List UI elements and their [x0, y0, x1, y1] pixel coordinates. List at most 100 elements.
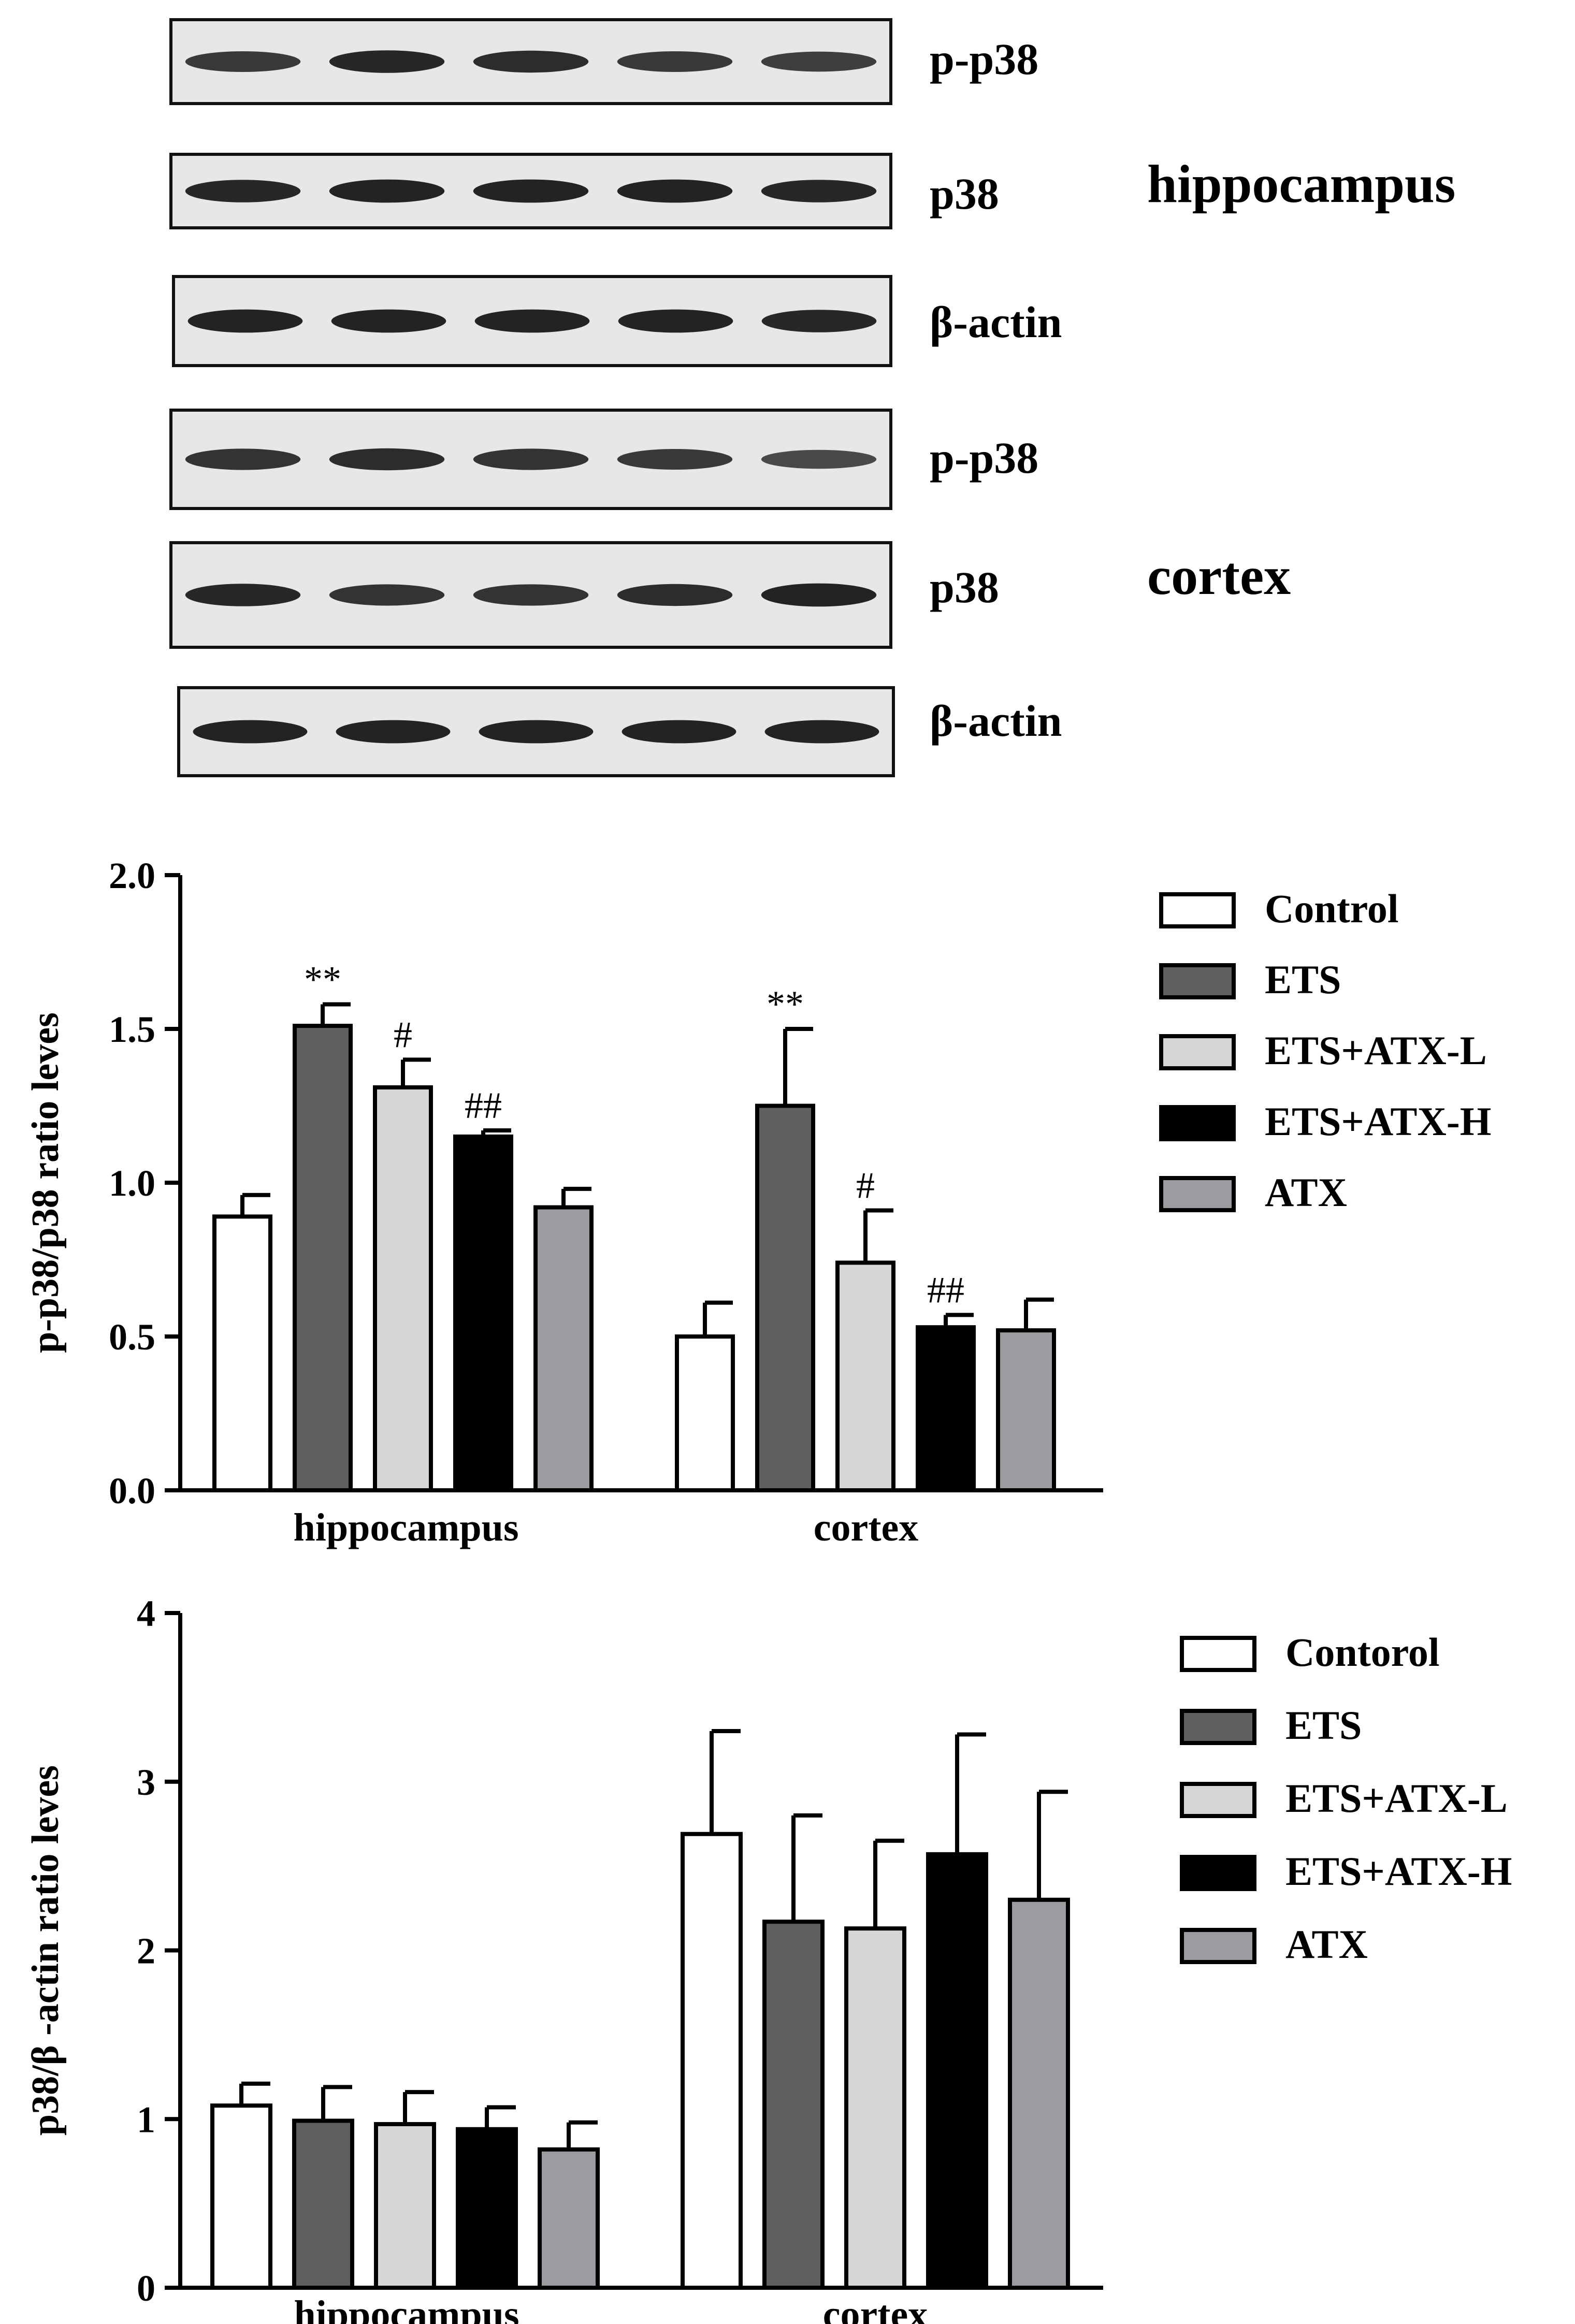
blot-band	[331, 309, 446, 333]
blot-row-label: p-p38	[930, 34, 1038, 84]
blot-band	[336, 720, 451, 744]
y-tick-label: 1.0	[109, 1163, 155, 1204]
blot-band	[185, 180, 301, 202]
blot-band	[617, 179, 733, 203]
x-category-label: hippocampus	[294, 2293, 519, 2324]
blot-band	[473, 584, 589, 606]
blot-strip: p-p38	[169, 18, 1038, 105]
bar	[373, 1085, 433, 1493]
y-axis-title: p-p38/p38 ratio leves	[24, 1012, 67, 1353]
bar	[835, 1260, 895, 1492]
blot-band	[761, 310, 877, 332]
blot-band	[329, 448, 445, 471]
legend-swatch	[1180, 1636, 1256, 1672]
bar	[210, 2103, 272, 2290]
legend-label: ATX	[1265, 1170, 1347, 1215]
bar	[762, 1920, 825, 2290]
bar	[533, 1205, 594, 1492]
blot-band	[761, 51, 877, 72]
x-category-label: cortex	[814, 1506, 919, 1549]
bar	[996, 1328, 1056, 1493]
western-blot-panel: p-p38 p38 β-actin hippocampus p-p38 p38 β-acti…	[169, 18, 1455, 777]
legend-swatch	[1159, 892, 1236, 928]
bar	[293, 1024, 353, 1493]
legend-swatch	[1180, 1928, 1256, 1964]
blot-strip: p-p38	[169, 409, 1038, 510]
blot-band	[185, 584, 301, 606]
y-tick-label: 1	[137, 2099, 155, 2140]
y-axis-title: p38/β -actin ratio leves	[24, 1765, 67, 2136]
bar	[926, 1852, 988, 2290]
bar	[755, 1103, 815, 1492]
blot-band	[617, 449, 733, 470]
legend-label: Control	[1265, 886, 1399, 931]
y-tick-label: 3	[137, 1762, 155, 1803]
bar	[1008, 1897, 1070, 2290]
y-tick-label: 1.5	[109, 1009, 155, 1050]
bar	[292, 2118, 354, 2290]
legend-label: ETS+ATX-L	[1265, 1028, 1487, 1073]
blot-strip: β-actin	[172, 275, 1062, 367]
legend-label: ATX	[1285, 1922, 1368, 1967]
blot-band	[617, 51, 733, 72]
bar	[212, 1214, 272, 1493]
blot-row-label: β-actin	[930, 696, 1062, 746]
blot-band	[622, 720, 736, 744]
blot-band	[473, 448, 589, 470]
x-category-label: cortex	[823, 2293, 928, 2324]
blot-band	[193, 720, 308, 744]
bar	[538, 2147, 600, 2290]
legend-swatch	[1159, 1105, 1236, 1141]
blot-strip: p38	[169, 541, 999, 649]
chart-p-p38-ratio: 0.0 0.5 1.0 1.5 2.0 p-p38/p38 ratio leves hipp…	[24, 855, 1491, 1549]
blot-band	[479, 720, 594, 744]
blot-region-label: cortex	[1147, 546, 1291, 606]
blot-band	[473, 50, 589, 73]
blot-band	[473, 179, 589, 203]
legend-label: Contorol	[1285, 1630, 1440, 1675]
y-tick-label: 0.0	[109, 1470, 155, 1512]
bar	[374, 2122, 436, 2290]
significance-marker: **	[767, 983, 804, 1025]
legend-label: ETS+ATX-H	[1265, 1099, 1491, 1144]
y-tick-label: 2.0	[109, 855, 155, 896]
legend-swatch	[1180, 1782, 1256, 1818]
blot-band	[617, 584, 733, 606]
legend-swatch	[1180, 1855, 1256, 1891]
chart-p38-actin-ratio: 0 1 2 3 4 p38/β -actin ratio leves hippocampus…	[24, 1593, 1512, 2324]
blot-band	[761, 180, 877, 202]
y-tick-label: 2	[137, 1930, 155, 1972]
blot-band	[761, 449, 877, 469]
legend-swatch	[1159, 1034, 1236, 1070]
bar	[844, 1926, 906, 2290]
legend-swatch	[1159, 963, 1236, 999]
legend-label: ETS+ATX-H	[1285, 1849, 1512, 1894]
blot-row-label: p38	[930, 169, 999, 219]
blot-band	[474, 309, 590, 333]
bar	[681, 1832, 743, 2290]
blot-band	[185, 448, 301, 470]
blot-strip: p38	[169, 153, 999, 229]
blot-band	[185, 51, 301, 72]
y-tick-label: 4	[137, 1593, 155, 1634]
significance-marker: ##	[927, 1269, 964, 1311]
x-category-label: hippocampus	[293, 1506, 518, 1549]
legend-swatch	[1180, 1709, 1256, 1745]
blot-band	[187, 309, 303, 333]
blot-row-label: p38	[930, 562, 999, 612]
blot-region-label: hippocampus	[1147, 154, 1455, 214]
blot-band	[618, 309, 733, 333]
legend-label: ETS+ATX-L	[1285, 1776, 1508, 1821]
blot-band	[329, 50, 445, 73]
legend-label: ETS	[1285, 1703, 1362, 1748]
significance-marker: **	[304, 958, 341, 1000]
legend-label: ETS	[1265, 957, 1341, 1002]
y-tick-label: 0.5	[109, 1316, 155, 1358]
bar	[453, 1134, 513, 1492]
blot-band	[329, 584, 445, 606]
blot-band	[761, 583, 877, 607]
bar	[916, 1325, 976, 1492]
y-tick-label: 0	[137, 2268, 155, 2309]
bar	[456, 2127, 518, 2290]
